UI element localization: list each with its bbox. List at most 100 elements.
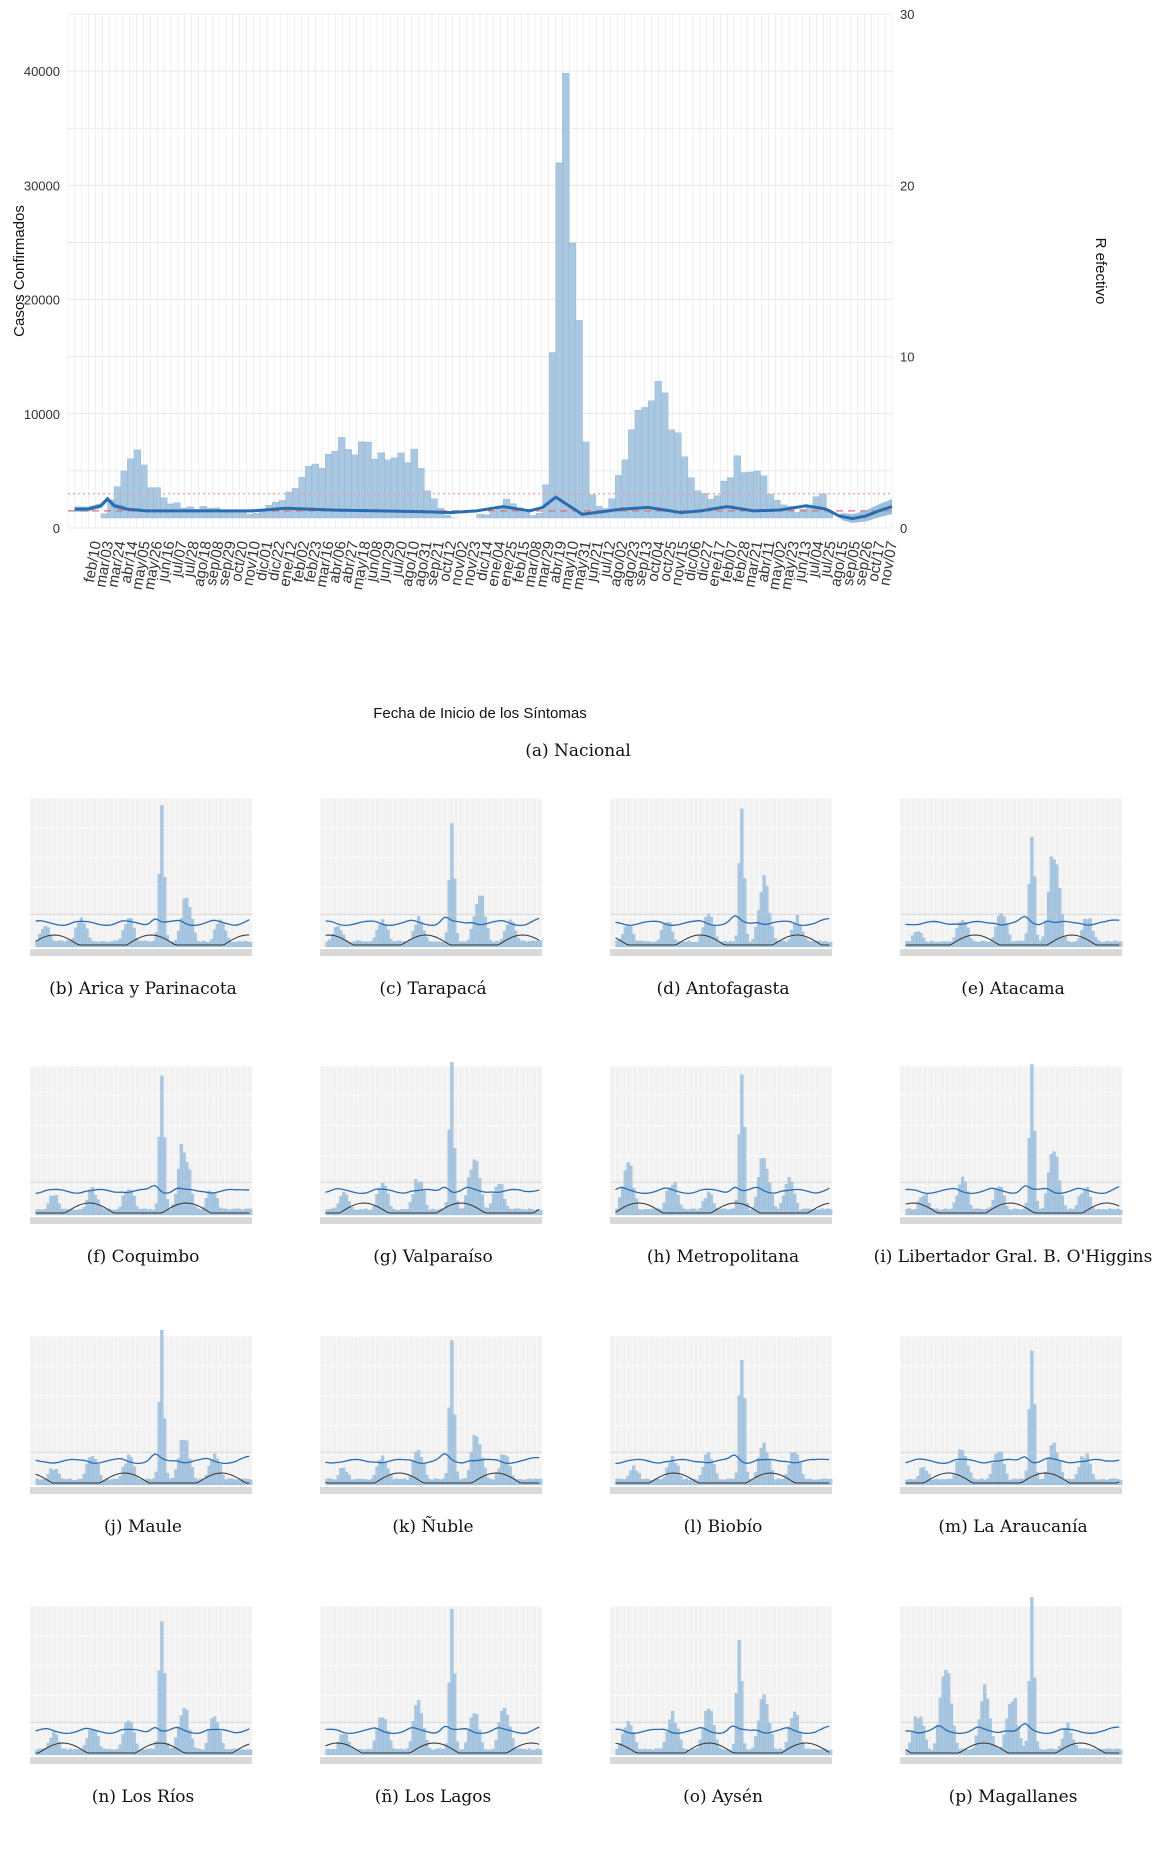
case-bar [1096,1748,1101,1756]
case-bar [684,1478,689,1486]
case-bars [35,1621,253,1756]
case-bar [383,1185,387,1216]
case-bar [369,1478,374,1486]
case-bar [428,1479,432,1486]
case-bar [339,1468,343,1486]
case-bar [494,1473,498,1486]
case-bar [815,1479,819,1486]
case-bar [422,1190,426,1216]
case-bar [927,1473,931,1486]
case-bar [1002,916,1006,948]
lower-curve [615,1472,830,1484]
case-bar [361,1749,365,1756]
case-bar [516,1479,521,1486]
case-bar [447,1682,451,1756]
case-bar [648,1480,652,1486]
case-bar [913,1716,917,1756]
case-bar [355,940,360,948]
case-bars [615,1640,833,1756]
case-bar [980,1478,984,1486]
case-bar [405,1209,410,1216]
case-bar [240,1749,244,1756]
case-bar [938,1479,942,1486]
case-bar [770,926,775,948]
case-bar [71,1480,75,1486]
case-bar [1113,940,1117,948]
r-effective-line [615,1454,830,1464]
case-bar [347,1741,351,1756]
case-bar [466,1177,471,1216]
case-bar [798,1210,802,1216]
case-bar [1099,1209,1103,1216]
case-bar [712,925,716,948]
case-bar [90,1187,95,1216]
case-bar [539,1749,543,1756]
r-effective-line [615,1725,830,1735]
case-bar [1085,1187,1090,1216]
case-bar [135,1206,139,1216]
case-bar [364,1749,368,1756]
case-bar [469,928,473,948]
case-bar [718,942,722,948]
case-bar [196,1748,200,1756]
r-effective-line [35,1453,250,1465]
case-bar [1071,1739,1076,1756]
case-bar [489,510,497,519]
case-bar [623,1479,627,1486]
case-bar [157,1136,161,1216]
case-bar [997,1451,1001,1486]
case-bar [171,1204,175,1216]
case-bar [637,1473,641,1486]
case-bar [204,1198,208,1216]
case-bar [229,1478,233,1486]
case-bar [718,1479,722,1486]
case-bar [952,1202,956,1216]
case-bar [1063,1205,1067,1216]
case-bar [1013,1697,1017,1756]
case-bar [361,941,365,948]
case-bar [786,506,794,519]
case-bar [453,1148,457,1216]
case-bar [392,1748,396,1756]
case-bar [176,930,181,948]
case-bar [133,449,141,519]
case-bar [146,941,150,948]
case-bar [927,1203,931,1216]
case-bar [815,1209,819,1216]
case-bar [135,938,139,948]
case-bar [224,1208,228,1216]
case-bar [1058,1746,1062,1756]
case-bar [935,1724,940,1756]
case-bar [428,941,432,948]
case-bar [226,1749,231,1756]
case-bar [212,507,221,519]
case-bar [536,1209,540,1216]
case-bar [491,942,496,948]
case-bar [1030,836,1034,948]
case-bar [442,1209,446,1216]
case-bar [121,1734,125,1756]
case-bar [659,1209,664,1216]
case-bar [160,1621,164,1756]
case-bar [232,1748,236,1756]
case-bar [210,1718,214,1756]
r-effective-line [905,1456,1120,1464]
case-bar [768,1459,772,1486]
case-bar [1024,933,1028,948]
case-bar [369,1209,374,1216]
case-bar [63,941,67,948]
case-bar [160,1075,164,1216]
case-bar [344,449,352,519]
case-bar [793,1193,797,1216]
case-bar [232,942,236,948]
case-bar [193,932,197,948]
case-bar [720,1208,725,1216]
case-bar [46,927,50,948]
case-bar [199,1749,203,1756]
regional-chart [319,797,543,956]
case-bar [991,937,995,948]
case-bar [1102,1209,1106,1216]
case-bar [715,936,719,948]
case-bar [977,1479,981,1486]
case-bar [411,1194,415,1216]
